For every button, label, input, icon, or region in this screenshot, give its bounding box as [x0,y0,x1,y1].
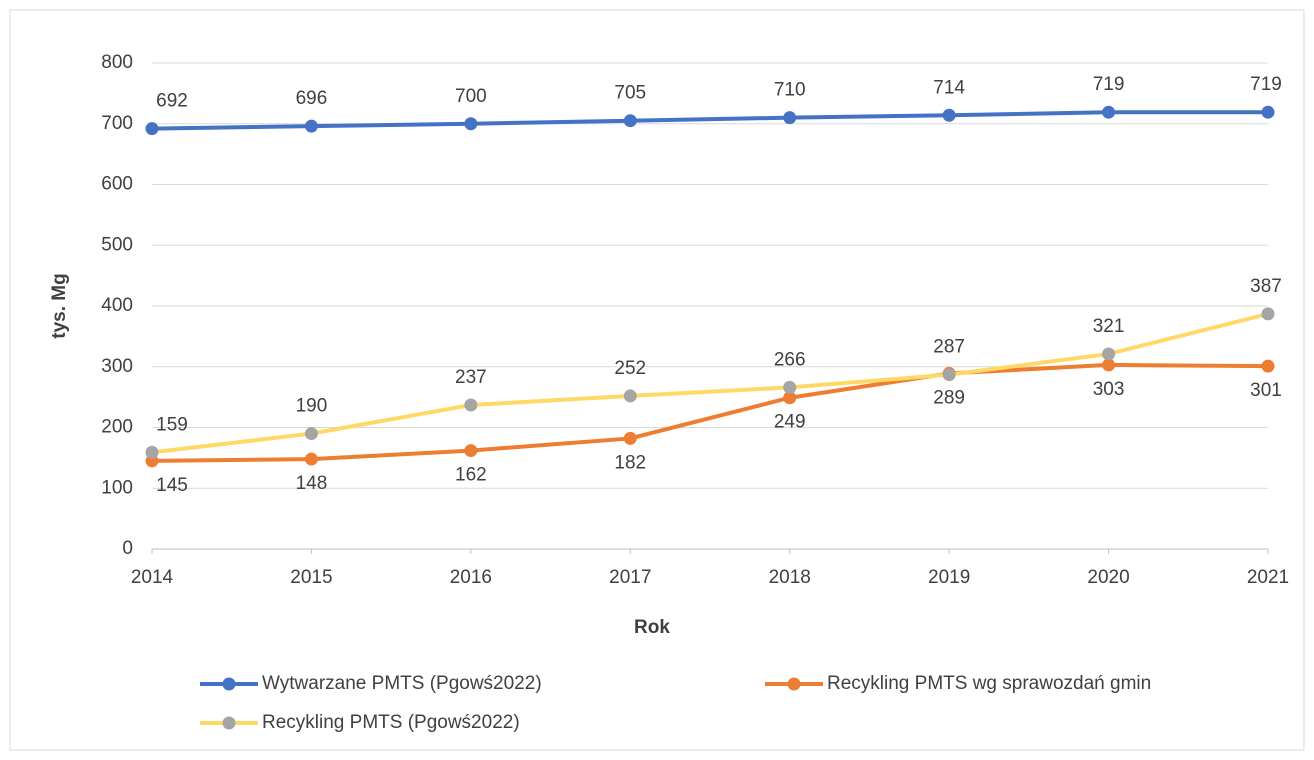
data-label: 289 [933,387,965,408]
legend-label: Wytwarzane PMTS (Pgowś2022) [262,673,542,694]
y-tick-label: 200 [101,417,133,438]
data-label: 190 [296,396,328,417]
data-point [1261,359,1275,373]
data-label: 700 [455,86,487,107]
data-point [1261,307,1275,321]
data-point [783,380,797,394]
data-point [623,431,637,445]
y-tick-label: 800 [101,52,133,73]
series-line [151,110,1268,131]
data-point [783,391,797,405]
data-label: 252 [614,358,646,379]
data-label: 145 [156,475,188,496]
data-label: 182 [614,452,646,473]
x-tick-label: 2019 [928,567,970,588]
data-label: 719 [1093,74,1125,95]
legend-label: Recykling PMTS wg sprawozdań gmin [827,673,1151,694]
data-label: 705 [614,83,646,104]
data-point [623,114,637,128]
x-tick-label: 2015 [290,567,332,588]
data-point [464,444,478,458]
x-tick-label: 2021 [1247,567,1289,588]
data-point [623,389,637,403]
data-point [1102,105,1116,119]
data-point [783,111,797,125]
data-label: 692 [156,91,188,112]
data-point [1102,358,1116,372]
data-label: 266 [774,349,806,370]
legend-marker [787,677,801,691]
y-tick-label: 300 [101,356,133,377]
data-label: 237 [455,367,487,388]
x-tick-label: 2018 [769,567,811,588]
data-point [464,117,478,131]
data-label: 696 [296,88,328,109]
data-label: 714 [933,77,965,98]
data-label: 162 [455,465,487,486]
y-tick-label: 400 [101,295,133,316]
data-label: 287 [933,337,965,358]
data-point [304,452,318,466]
data-label: 249 [774,412,806,433]
data-point [942,108,956,122]
series-line [151,362,1269,463]
data-label: 321 [1093,316,1125,337]
y-tick-label: 100 [101,477,133,498]
x-tick-label: 2017 [609,567,651,588]
y-tick-label: 600 [101,174,133,195]
x-tick-label: 2014 [131,567,174,588]
y-tick-label: 500 [101,234,133,255]
y-axis-label: tys. Mg [49,273,70,338]
data-label: 148 [296,473,328,494]
series-line [151,311,1269,455]
data-point [1261,105,1275,119]
chart-frame [9,9,1305,751]
y-tick-label: 700 [101,113,133,134]
data-label: 719 [1250,74,1282,95]
legend-label: Recykling PMTS (Pgowś2022) [262,712,520,733]
data-point [1102,347,1116,361]
data-point [304,119,318,133]
data-label: 387 [1250,276,1282,297]
data-point [145,122,159,136]
data-point [304,427,318,441]
data-label: 301 [1250,380,1282,401]
legend-marker [222,716,236,730]
data-label: 303 [1093,379,1125,400]
data-point [145,445,159,459]
x-tick-label: 2020 [1087,567,1129,588]
data-label: 159 [156,414,188,435]
x-axis-label: Rok [634,617,670,638]
data-point [942,368,956,382]
y-tick-label: 0 [122,538,133,559]
data-label: 710 [774,80,806,101]
x-tick-label: 2016 [450,567,492,588]
data-point [464,398,478,412]
legend-marker [222,677,236,691]
